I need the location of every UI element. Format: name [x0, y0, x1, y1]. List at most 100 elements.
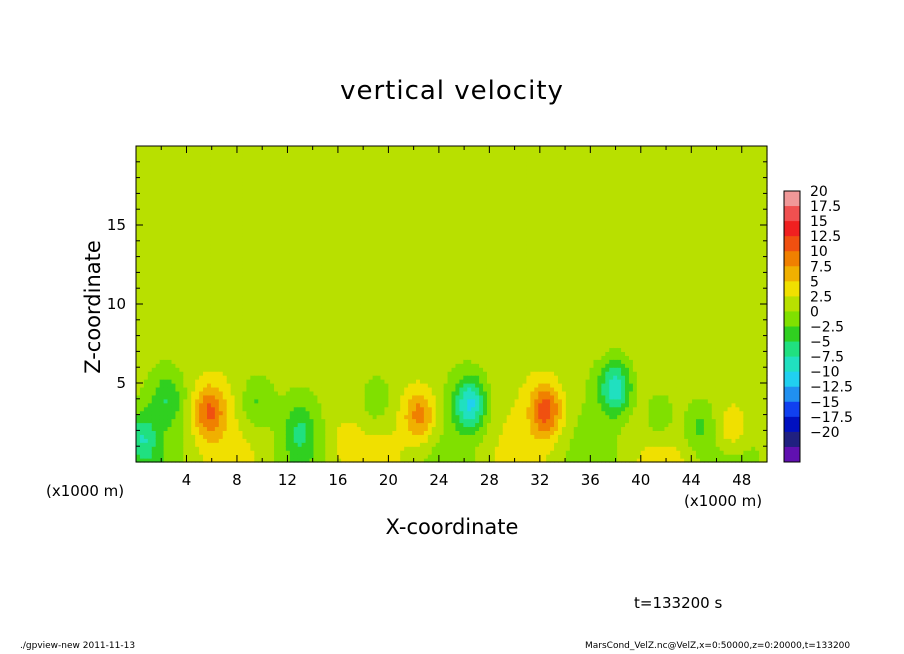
heatmap-cell [238, 442, 244, 447]
heatmap-cell [151, 296, 157, 301]
heatmap-cell [301, 260, 307, 266]
heatmap-cell [262, 426, 267, 431]
heatmap-cell [246, 177, 251, 183]
heatmap-cell [218, 390, 224, 396]
heatmap-cell [345, 438, 350, 443]
heatmap-cell [155, 438, 161, 443]
heatmap-cell [151, 225, 157, 230]
heatmap-cell [147, 367, 153, 372]
heatmap-cell [206, 284, 212, 289]
heatmap-cell [147, 177, 153, 183]
heatmap-cell [167, 197, 173, 202]
heatmap-cell [147, 454, 153, 459]
heatmap-cell [356, 323, 362, 329]
heatmap-cell [301, 300, 307, 305]
heatmap-cell [329, 296, 334, 301]
heatmap-cell [151, 319, 157, 325]
heatmap-cell [175, 177, 180, 183]
heatmap-cell [254, 331, 259, 337]
heatmap-cell [301, 193, 307, 198]
heatmap-cell [199, 272, 204, 277]
heatmap-cell [191, 426, 196, 431]
heatmap-cell [171, 225, 177, 230]
heatmap-cell [254, 450, 259, 455]
heatmap-cell [242, 288, 248, 293]
heatmap-cell [380, 386, 386, 392]
heatmap-cell [187, 256, 192, 262]
heatmap-cell [333, 323, 338, 329]
heatmap-cell [345, 418, 350, 424]
heatmap-cell [364, 280, 370, 285]
heatmap-cell [187, 347, 192, 352]
heatmap-cell [163, 327, 169, 333]
heatmap-cell [277, 165, 283, 171]
heatmap-cell [285, 438, 291, 443]
heatmap-cell [270, 284, 275, 289]
heatmap-cell [155, 181, 161, 187]
heatmap-cell [254, 181, 259, 187]
heatmap-cell [179, 402, 184, 408]
heatmap-cell [285, 315, 291, 321]
heatmap-cell [155, 375, 161, 380]
heatmap-cell [218, 280, 224, 285]
heatmap-cell [203, 300, 208, 305]
heatmap-cell [372, 430, 378, 435]
heatmap-cell [333, 157, 338, 163]
heatmap-cell [258, 193, 263, 198]
heatmap-cell [230, 414, 236, 420]
heatmap-cell [360, 240, 366, 246]
heatmap-cell [191, 359, 196, 364]
heatmap-cell [317, 422, 322, 428]
heatmap-cell [372, 280, 378, 285]
heatmap-cell [329, 398, 334, 404]
heatmap-cell [285, 244, 291, 250]
heatmap-cell [309, 225, 315, 230]
heatmap-cell [341, 300, 346, 305]
heatmap-cell [238, 359, 244, 364]
heatmap-cell [368, 307, 374, 313]
heatmap-cell [277, 280, 283, 285]
heatmap-cell [321, 197, 326, 202]
heatmap-cell [364, 193, 370, 198]
heatmap-cell [155, 331, 161, 337]
heatmap-cell [372, 446, 378, 451]
heatmap-cell [305, 438, 311, 443]
heatmap-cell [345, 442, 350, 447]
heatmap-cell [151, 390, 157, 396]
heatmap-cell [341, 327, 346, 333]
heatmap-cell [159, 201, 165, 206]
heatmap-cell [277, 201, 283, 206]
heatmap-cell [191, 300, 196, 305]
heatmap-cell [254, 355, 259, 360]
heatmap-cell [187, 402, 192, 408]
heatmap-cell [171, 177, 177, 183]
heatmap-cell [254, 165, 259, 171]
heatmap-cell [337, 213, 342, 218]
heatmap-cell [364, 248, 370, 254]
heatmap-cell [230, 422, 236, 428]
heatmap-cell [376, 331, 382, 337]
heatmap-cell [242, 189, 248, 194]
heatmap-cell [199, 260, 204, 266]
heatmap-cell [348, 296, 354, 301]
heatmap-cell [277, 236, 283, 242]
heatmap-cell [266, 371, 271, 376]
heatmap-cell [183, 161, 188, 167]
heatmap-cell [317, 209, 322, 214]
heatmap-cell [230, 236, 236, 242]
heatmap-cell [313, 410, 319, 416]
heatmap-cell [175, 323, 180, 329]
heatmap-cell [187, 232, 192, 238]
heatmap-cell [234, 181, 240, 187]
heatmap-cell [325, 169, 330, 175]
heatmap-cell [226, 228, 232, 234]
heatmap-cell [313, 205, 319, 210]
heatmap-cell [281, 272, 287, 277]
heatmap-cell [281, 300, 287, 305]
heatmap-cell [195, 375, 200, 380]
heatmap-cell [274, 221, 279, 226]
heatmap-cell [297, 248, 303, 254]
heatmap-cell [199, 339, 204, 345]
heatmap-cell [191, 217, 196, 222]
